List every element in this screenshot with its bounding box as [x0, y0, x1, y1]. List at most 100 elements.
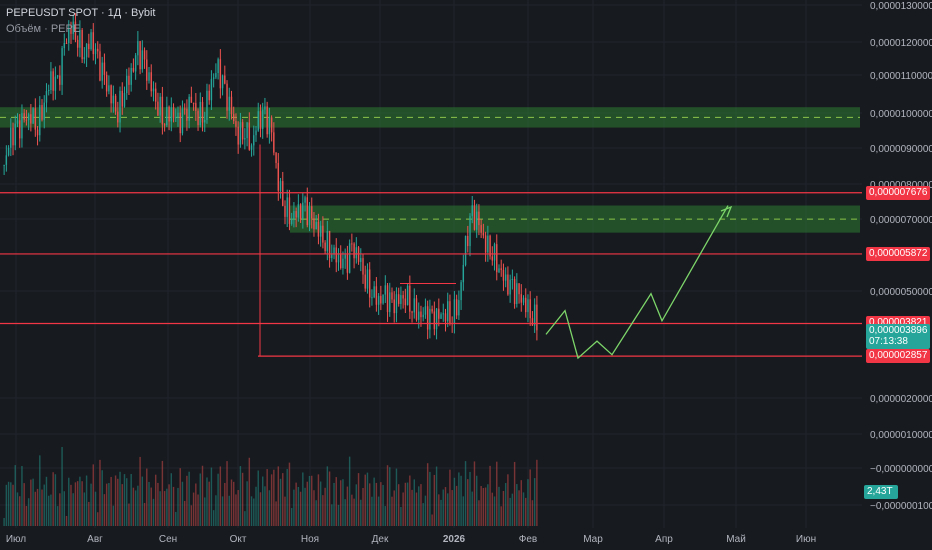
volume-bar — [279, 478, 282, 526]
volume-bar — [215, 495, 217, 526]
candle-body — [360, 258, 362, 262]
candle-body — [386, 285, 389, 313]
candle-body — [335, 247, 337, 263]
candle-body — [90, 32, 92, 50]
volume-bar — [134, 490, 137, 526]
volume-bar — [63, 491, 66, 526]
volume-bar — [108, 482, 110, 526]
volume-bar — [273, 469, 275, 526]
volume-bar — [478, 500, 480, 526]
candle-body — [128, 75, 130, 85]
candle-body — [72, 21, 74, 34]
volume-bar — [282, 473, 284, 526]
volume-bar — [460, 475, 462, 526]
countdown-tag: 07:13:38 — [866, 335, 930, 349]
volume-bar — [290, 508, 293, 526]
volume-bar — [431, 514, 433, 526]
candle-body — [16, 120, 19, 124]
volume-bar — [395, 468, 398, 526]
candle-body — [154, 88, 157, 102]
time-tick-label: Мар — [583, 534, 603, 545]
volume-bar — [326, 466, 329, 526]
volume-bar — [19, 496, 21, 526]
candle-body — [525, 297, 527, 313]
volume-bar — [148, 481, 150, 526]
volume-bar — [179, 468, 181, 526]
candle-body — [94, 48, 97, 55]
volume-bar — [366, 472, 369, 526]
volume-bar — [518, 490, 520, 526]
candle-body — [284, 205, 286, 217]
candle-body — [221, 75, 224, 89]
volume-bar — [527, 479, 529, 526]
volume-bar — [386, 465, 389, 526]
candle-body — [393, 299, 395, 314]
volume-bar — [137, 485, 139, 526]
volume-bar — [90, 483, 92, 526]
volume-bar — [384, 506, 387, 526]
candle-body — [237, 126, 239, 145]
candle-body — [126, 75, 128, 94]
candle-body — [239, 122, 242, 145]
candle-body — [328, 230, 331, 259]
volume-bar — [72, 493, 74, 526]
candle-body — [5, 155, 8, 165]
volume-bar — [152, 498, 155, 526]
volume-bar — [39, 455, 41, 526]
volume-bar — [195, 483, 197, 526]
candle-body — [467, 235, 469, 247]
volume-bar — [344, 499, 346, 526]
volume-bar — [114, 475, 117, 526]
volume-bar — [462, 496, 465, 526]
volume-bar — [97, 512, 99, 526]
volume-bar — [177, 487, 179, 526]
volume-bar — [504, 482, 507, 526]
volume-bar — [119, 471, 121, 526]
candle-body — [143, 50, 146, 60]
candle-body — [190, 96, 193, 103]
volume-bar — [270, 474, 273, 526]
candle-body — [264, 106, 266, 110]
volume-bar — [224, 483, 226, 526]
volume-bar — [32, 478, 34, 526]
volume-bar — [41, 489, 43, 526]
candle-body — [39, 105, 41, 136]
price-tick-label: 0,0000070000 — [870, 215, 932, 226]
candle-body — [302, 202, 304, 219]
candle-body — [161, 96, 164, 125]
candle-body — [455, 299, 458, 316]
volume-bar — [268, 490, 271, 526]
candle-body — [433, 311, 436, 330]
time-tick-label: 2026 — [443, 534, 466, 545]
price-tick-label: 0,0000090000 — [870, 144, 932, 155]
volume-bar — [458, 472, 460, 526]
candle-body — [97, 48, 99, 52]
candle-body — [30, 114, 32, 124]
volume-bar — [206, 477, 208, 526]
volume-bar — [373, 477, 375, 526]
volume-bar — [536, 459, 538, 526]
volume-bar — [132, 487, 135, 526]
candle-body — [426, 306, 429, 330]
candle-body — [482, 232, 485, 236]
candle-body — [447, 301, 449, 322]
candle-body — [273, 132, 275, 153]
candle-body — [166, 106, 168, 126]
candle-body — [68, 28, 70, 44]
candle-body — [308, 206, 311, 226]
candle-body — [380, 295, 382, 304]
candle-body — [397, 294, 400, 304]
volume-bar — [293, 489, 295, 526]
volume-bar — [308, 475, 311, 526]
volume-bar — [146, 468, 148, 526]
candle-body — [353, 243, 355, 259]
volume-bar — [295, 482, 297, 526]
candle-body — [311, 206, 313, 219]
candle-body — [384, 285, 387, 295]
candle-body — [52, 71, 54, 91]
candle-body — [337, 253, 340, 263]
candle-body — [315, 222, 317, 230]
volume-bar — [482, 488, 485, 526]
candle-body — [246, 122, 248, 139]
